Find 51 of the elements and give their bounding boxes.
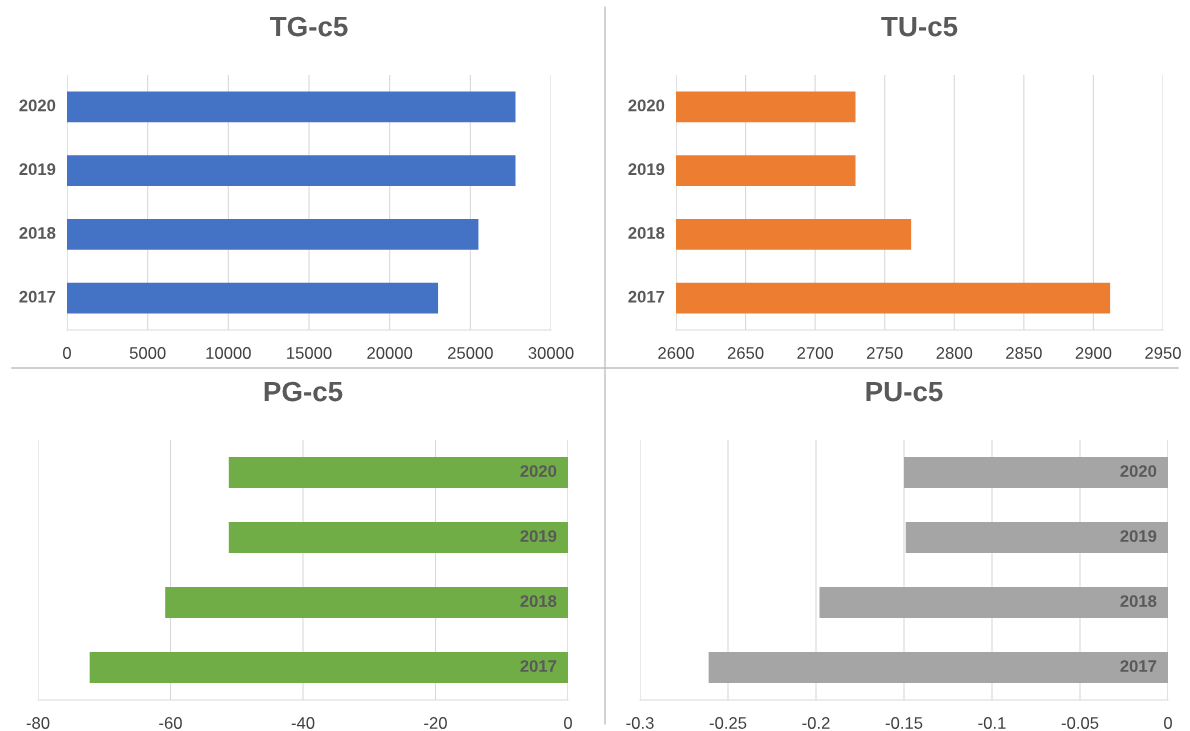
x-tick-label: 15000 [287,347,332,359]
x-tick-label: 2750 [867,347,903,359]
y-tick-label: 2019 [19,163,56,176]
y-tick-label: 2019 [1120,530,1157,542]
y-tick-label: 2018 [520,595,557,607]
x-tick-label: 2900 [1075,347,1112,359]
y-tick-label: 2017 [628,290,665,303]
x-tick-label: -60 [159,717,182,729]
x-tick-label: 5000 [129,347,166,359]
x-tick-label: -80 [26,717,50,729]
bar [67,155,516,186]
y-tick-label: 2017 [19,290,56,303]
x-tick-label: 2950 [1145,347,1181,359]
x-tick-label: -0.1 [978,717,1006,729]
x-tick-label: 20000 [367,347,413,359]
y-tick-label: 2019 [628,163,665,176]
x-tick-label: -40 [291,717,315,729]
x-tick-label: -20 [424,717,447,729]
x-tick-label: 10000 [206,347,251,359]
chart-title: PG-c5 [264,381,343,402]
x-tick-label: 2800 [936,347,973,359]
x-tick-label: -0.25 [709,717,747,729]
bar [67,219,479,250]
bar [67,282,439,314]
chart-title: TG-c5 [269,16,348,37]
y-tick-label: 2020 [1120,465,1157,477]
y-tick-label: 2020 [520,465,557,477]
x-tick-label: 25000 [448,347,493,359]
y-tick-label: 2018 [1120,595,1157,607]
x-tick-label: -0.15 [885,717,923,729]
chart-title: PU-c5 [866,382,943,402]
x-tick-label: -0.05 [1061,717,1099,729]
x-tick-label: -0.2 [802,717,830,729]
x-tick-label: 30000 [528,347,574,359]
y-tick-label: 2017 [520,660,557,672]
bar [67,91,516,123]
x-tick-label: 2650 [727,347,764,359]
y-tick-label: 2017 [1120,660,1157,672]
x-tick-label: 2700 [797,347,834,359]
y-tick-label: 2020 [19,99,56,112]
y-tick-label: 2018 [19,227,56,239]
x-tick-label: 0 [1164,717,1172,729]
x-tick-label: 2850 [1006,347,1042,359]
x-tick-label: 0 [564,717,572,729]
chart-title: TU-c5 [881,17,958,37]
y-tick-label: 2018 [628,227,665,239]
y-tick-label: 2019 [520,530,557,542]
y-tick-label: 2020 [628,99,665,112]
x-tick-label: 0 [63,347,71,359]
x-tick-label: -0.3 [626,717,654,729]
x-tick-label: 2600 [658,347,694,359]
